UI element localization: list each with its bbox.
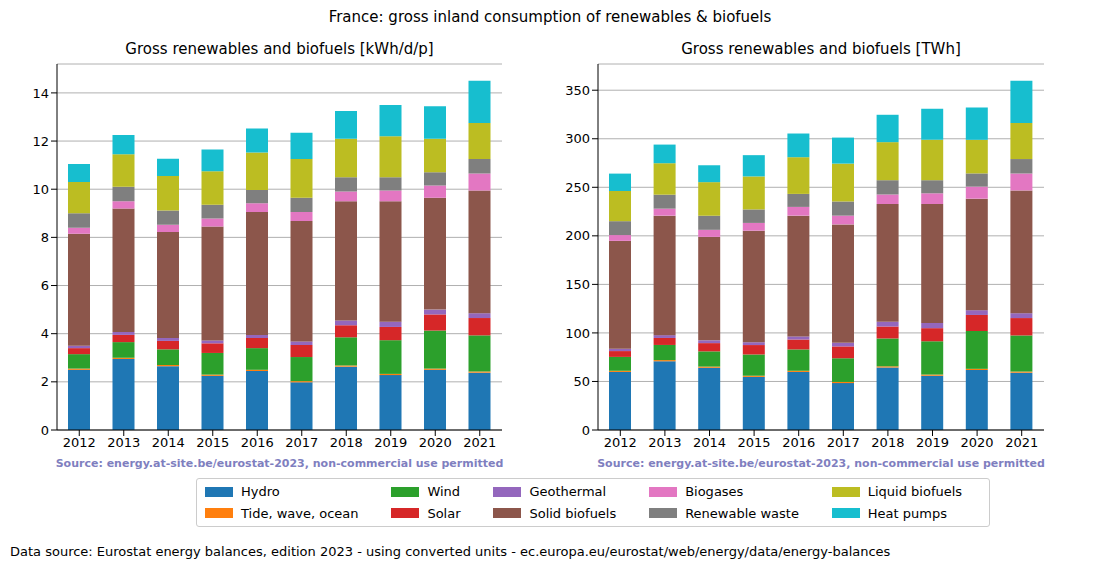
svg-text:250: 250 (565, 180, 590, 195)
svg-text:2018: 2018 (330, 435, 363, 450)
svg-text:2013: 2013 (107, 435, 140, 450)
svg-text:2014: 2014 (693, 435, 726, 450)
svg-text:2012: 2012 (63, 435, 96, 450)
svg-text:2019: 2019 (374, 435, 407, 450)
svg-text:6: 6 (41, 278, 49, 293)
svg-text:2021: 2021 (463, 435, 496, 450)
svg-text:2020: 2020 (419, 435, 452, 450)
svg-text:2: 2 (41, 374, 49, 389)
svg-text:8: 8 (41, 230, 49, 245)
html-text:Liquid biofuels: Liquid biofuels (867, 484, 963, 500)
svg-text:2017: 2017 (827, 435, 860, 450)
svg-text:2013: 2013 (648, 435, 681, 450)
html-text:Tide, wave, ocean: Tide, wave, ocean (241, 505, 359, 521)
svg-text:100: 100 (565, 326, 590, 341)
svg-text:50: 50 (573, 374, 590, 389)
html-text:Gross renewables and biofuels: Gross renewables and biofuels [kWh/d/p] (125, 40, 434, 58)
svg-text:200: 200 (565, 228, 590, 243)
svg-text:2015: 2015 (196, 435, 229, 450)
svg-text:10: 10 (32, 182, 49, 197)
html-text:Renewable waste: Renewable waste (685, 505, 799, 521)
html-text:Solar: Solar (427, 505, 461, 521)
html-text:Source: energy.at-site.be/euro: Source: energy.at-site.be/eurostat-2023,… (597, 457, 1045, 470)
svg-text:2017: 2017 (285, 435, 318, 450)
svg-text:2019: 2019 (916, 435, 949, 450)
html-text:Geothermal: Geothermal (529, 484, 607, 500)
html-text:France: gross inland consumpti: France: gross inland consumption of rene… (328, 8, 772, 26)
html-text:Source: energy.at-site.be/euro: Source: energy.at-site.be/eurostat-2023,… (55, 457, 504, 470)
svg-text:2021: 2021 (1005, 435, 1038, 450)
svg-text:12: 12 (32, 134, 49, 149)
svg-text:2016: 2016 (782, 435, 815, 450)
svg-text:350: 350 (565, 83, 590, 98)
svg-text:2016: 2016 (241, 435, 274, 450)
svg-text:4: 4 (41, 326, 49, 341)
svg-text:0: 0 (582, 423, 590, 438)
svg-text:2020: 2020 (961, 435, 994, 450)
html-text:Solid biofuels: Solid biofuels (529, 505, 617, 521)
html-text:Biogases: Biogases (685, 484, 744, 500)
html-text:Heat pumps: Heat pumps (867, 505, 947, 521)
html-text:Data source: Eurostat energy b: Data source: Eurostat energy balances, e… (10, 544, 891, 559)
html-text:Gross renewables and biofuels: Gross renewables and biofuels [TWh] (681, 40, 961, 58)
svg-text:2012: 2012 (604, 435, 637, 450)
svg-text:150: 150 (565, 277, 590, 292)
svg-text:2014: 2014 (152, 435, 185, 450)
svg-text:2015: 2015 (738, 435, 771, 450)
svg-text:300: 300 (565, 131, 590, 146)
html-text:Hydro: Hydro (241, 484, 280, 500)
svg-text:14: 14 (32, 86, 49, 101)
svg-text:2018: 2018 (871, 435, 904, 450)
html-text:Wind: Wind (427, 484, 461, 500)
svg-text:0: 0 (41, 423, 49, 438)
